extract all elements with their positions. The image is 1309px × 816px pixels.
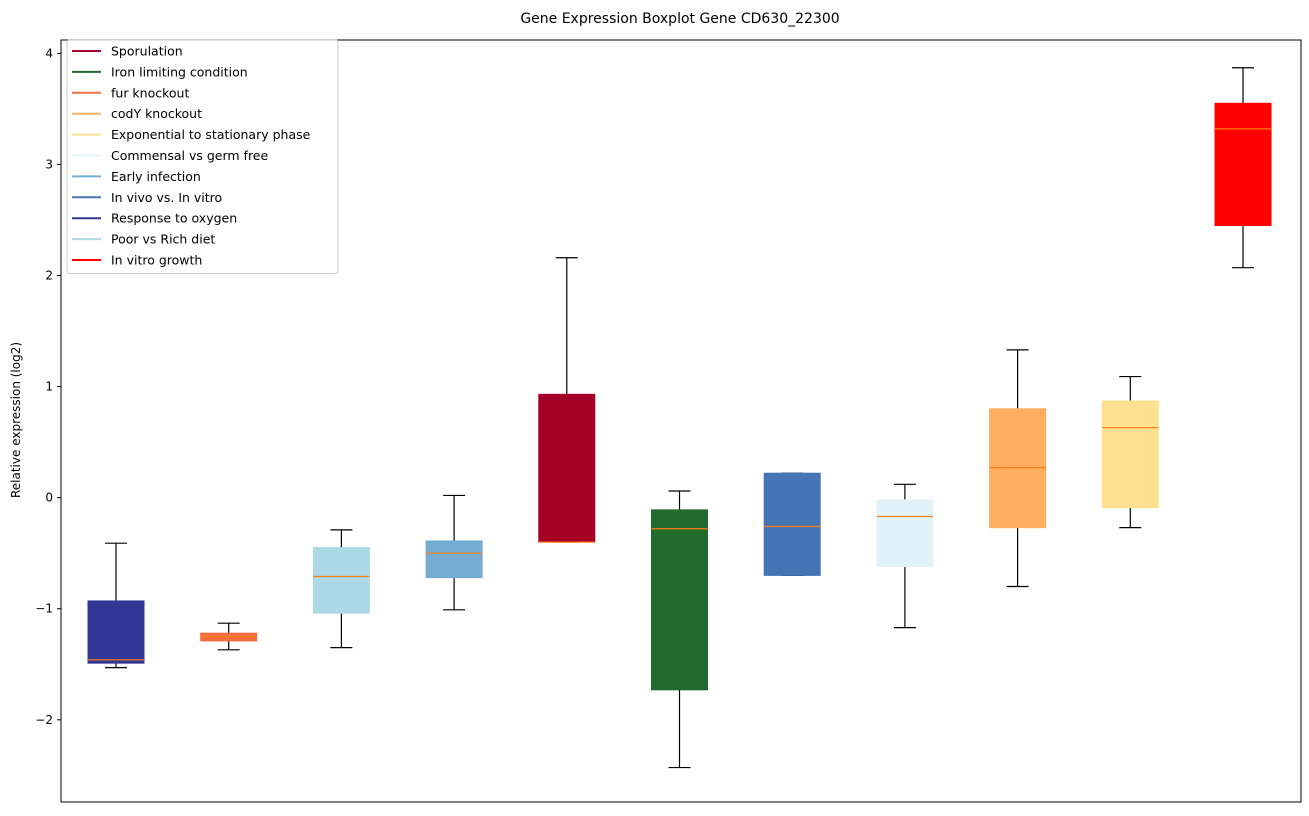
legend-item: Commensal vs germ free xyxy=(72,148,268,163)
legend-item: Iron limiting condition xyxy=(72,64,248,79)
y-tick-label: −1 xyxy=(35,602,53,616)
legend-label: Early infection xyxy=(111,169,201,184)
legend-item: In vivo vs. In vitro xyxy=(72,190,222,205)
chart-title: Gene Expression Boxplot Gene CD630_22300 xyxy=(520,11,839,27)
legend: Sporulation Iron limiting condition fur kn… xyxy=(66,39,339,274)
box-body xyxy=(763,472,821,576)
box-fur-knockout xyxy=(200,622,258,651)
y-tick-label: −2 xyxy=(35,713,53,727)
box-sporulation xyxy=(538,257,596,543)
y-tick-label: 4 xyxy=(45,46,53,60)
box-cody-knockout xyxy=(989,349,1047,588)
plot-frame xyxy=(60,39,1302,803)
y-tick-label: 1 xyxy=(45,380,53,394)
legend-item: Early infection xyxy=(72,169,201,184)
box-body xyxy=(87,600,145,664)
legend-label: Sporulation xyxy=(111,44,183,59)
box-body xyxy=(425,540,483,579)
box-body xyxy=(1214,102,1272,227)
legend-item: Exponential to stationary phase xyxy=(72,127,311,142)
legend-label: fur knockout xyxy=(111,85,189,100)
legend-item: fur knockout xyxy=(72,85,189,100)
box-body xyxy=(1101,400,1159,509)
legend-label: Exponential to stationary phase xyxy=(111,127,311,142)
legend-frame xyxy=(66,39,339,274)
legend-label: Iron limiting condition xyxy=(111,64,248,79)
legend-label: Response to oxygen xyxy=(111,211,237,226)
box-commensal-vs-germ-free xyxy=(876,483,934,629)
legend-item: codY knockout xyxy=(72,106,202,121)
legend-item: Response to oxygen xyxy=(72,211,237,226)
y-axis-ticks: −2 −1 0 1 2 3 4 xyxy=(35,46,61,727)
legend-label: Poor vs Rich diet xyxy=(111,232,215,247)
legend-item: In vitro growth xyxy=(72,253,202,268)
box-exponential-to-stationary-phase xyxy=(1101,375,1159,529)
legend-label: In vivo vs. In vitro xyxy=(111,190,222,205)
box-body xyxy=(876,499,934,568)
box-body xyxy=(651,509,708,691)
box-in-vitro-growth xyxy=(1214,67,1272,269)
box-response-to-oxygen xyxy=(87,542,145,669)
box-body xyxy=(312,547,370,614)
legend-label: In vitro growth xyxy=(111,253,202,268)
y-tick-label: 2 xyxy=(45,268,53,282)
box-poor-vs-rich-diet xyxy=(312,529,370,649)
boxes-layer xyxy=(87,67,1272,769)
legend-label: codY knockout xyxy=(111,106,202,121)
y-tick-label: 0 xyxy=(45,491,53,505)
y-tick-label: 3 xyxy=(45,157,53,171)
legend-item: Sporulation xyxy=(72,44,183,59)
box-in-vivo-vs-in-vitro xyxy=(763,472,821,576)
box-body xyxy=(538,393,596,543)
legend-item: Poor vs Rich diet xyxy=(72,232,215,247)
legend-label: Commensal vs germ free xyxy=(111,148,268,163)
box-early-infection xyxy=(425,494,483,611)
y-axis-label: Relative expression (log2) xyxy=(9,342,23,498)
box-iron-limiting-condition xyxy=(651,490,708,769)
